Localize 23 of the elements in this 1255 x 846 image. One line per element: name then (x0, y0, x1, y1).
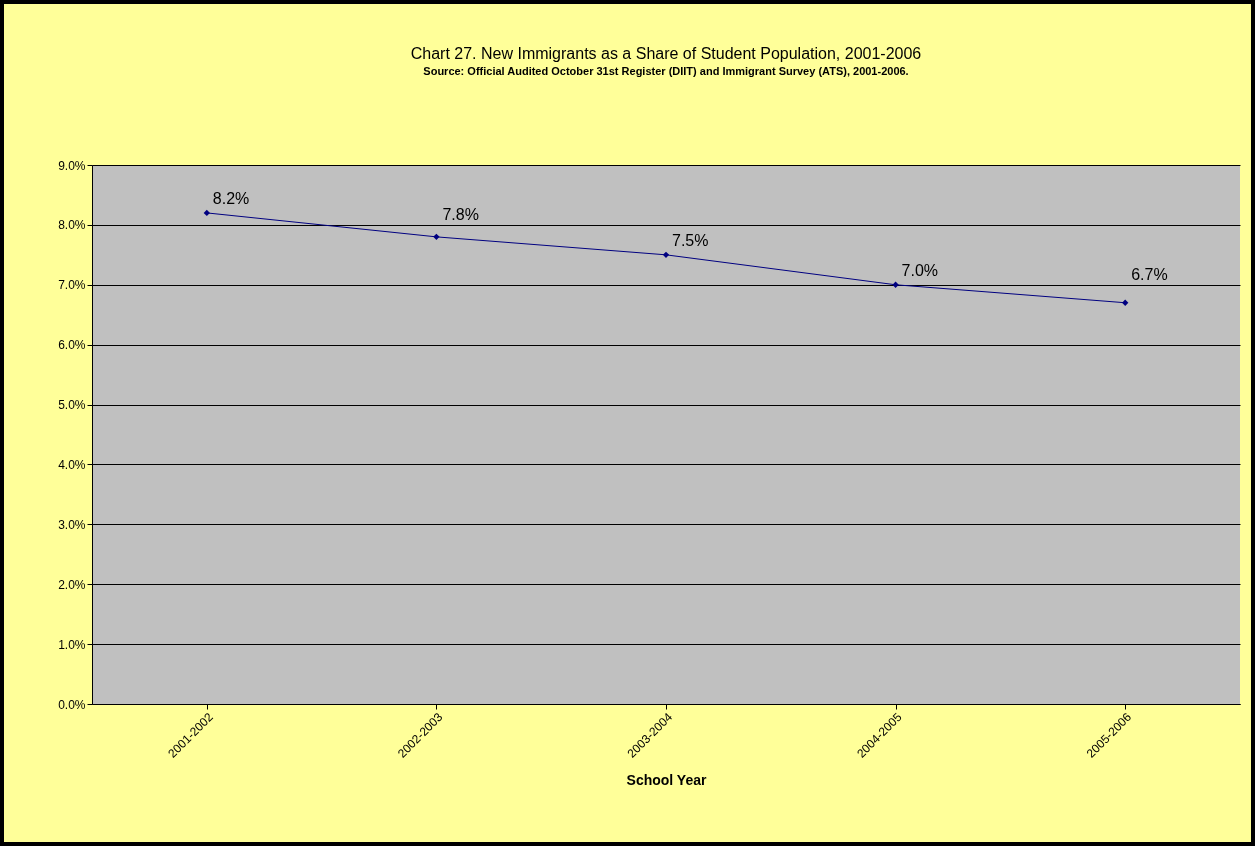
data-label: 7.8% (442, 205, 479, 223)
point (203, 209, 210, 217)
point (433, 233, 440, 241)
y-tick-label: 1.0% (58, 637, 86, 652)
data-label: 7.0% (901, 261, 939, 279)
y-tick-label: 9.0% (58, 158, 86, 173)
y-tick-label: 6.0% (58, 338, 86, 353)
y-tick-label: 3.0% (58, 517, 86, 532)
chart-title: Chart 27. New Immigrants as a Share of Student Population, 2001-2006 (410, 45, 922, 62)
point (1122, 299, 1129, 306)
point (892, 281, 899, 288)
y-tick-label: 4.0% (58, 457, 86, 472)
data-label: 8.2% (212, 189, 250, 207)
y-tick-label: 5.0% (58, 398, 86, 413)
point (662, 251, 670, 258)
y-tick-label: 0.0% (58, 697, 86, 712)
x-axis-title: School Year (626, 771, 707, 788)
data-label: 7.5% (672, 231, 709, 249)
data-label: 6.7% (1131, 265, 1168, 283)
y-tick-label: 2.0% (58, 577, 86, 592)
y-tick-label: 7.0% (58, 278, 86, 293)
y-tick-label: 8.0% (58, 218, 86, 233)
chart-subtitle: Source: Official Audited October 31st Register (DIIT) and Immigrant Survey (ATS), 2001-2006. (423, 65, 909, 77)
